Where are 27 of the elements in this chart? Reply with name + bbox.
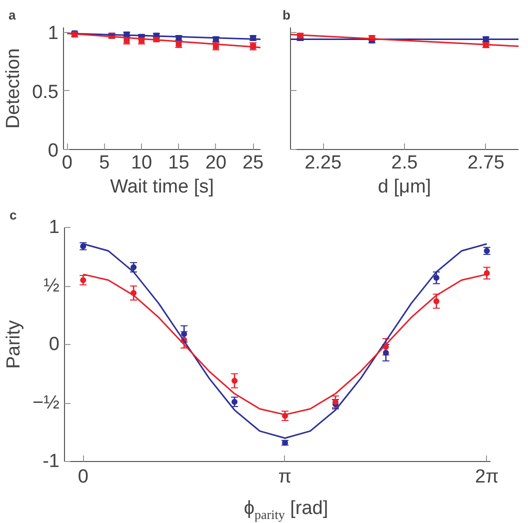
y-tick-label: 1 [48, 23, 59, 44]
y-tick-label: −½ [32, 392, 60, 414]
y-tick-label: 0.5 [32, 82, 59, 103]
chart-title: b [282, 8, 290, 22]
x-axis-title: ϕ$_{parity}$ [rad] [242, 497, 330, 523]
y-tick-label: -1 [42, 451, 60, 472]
x-tick-label: 2.75 [467, 152, 504, 174]
x-tick-label: 20 [205, 152, 226, 174]
y-axis-title: Parity [4, 320, 25, 369]
x-tick-label: π [278, 466, 292, 488]
x-tick-label: 2.5 [391, 152, 418, 174]
y-tick-label: ½ [44, 276, 60, 296]
x-tick-label: 15 [168, 152, 190, 174]
y-tick-label: 0 [48, 334, 60, 355]
x-tick-label: 5 [99, 152, 110, 174]
x-axis-title: d [μm] [378, 176, 432, 198]
chart-title: a [8, 8, 16, 22]
x-tick-label: 0 [78, 466, 88, 488]
y-axis-title: Detection [3, 48, 24, 129]
x-axis-title: Wait time [s] [110, 176, 214, 198]
x-tick-label: 10 [130, 152, 152, 174]
x-tick-label: 0 [62, 152, 73, 174]
y-tick-label: 1 [48, 217, 60, 238]
x-tick-label: 2π [475, 466, 499, 488]
x-tick-label: 25 [242, 152, 264, 174]
x-tick-label: 2.25 [304, 152, 342, 174]
chart-title: c [10, 208, 17, 222]
